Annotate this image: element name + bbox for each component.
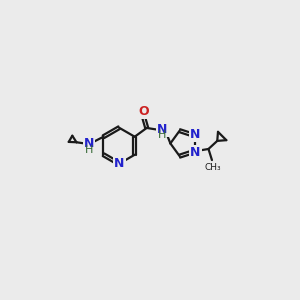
Text: N: N bbox=[114, 157, 124, 170]
Text: O: O bbox=[138, 105, 148, 118]
Text: CH₃: CH₃ bbox=[204, 163, 221, 172]
Text: H: H bbox=[85, 145, 93, 155]
Text: N: N bbox=[190, 128, 201, 141]
Text: N: N bbox=[84, 137, 94, 150]
Text: N: N bbox=[157, 123, 168, 136]
Text: H: H bbox=[158, 130, 166, 140]
Text: N: N bbox=[190, 146, 201, 159]
